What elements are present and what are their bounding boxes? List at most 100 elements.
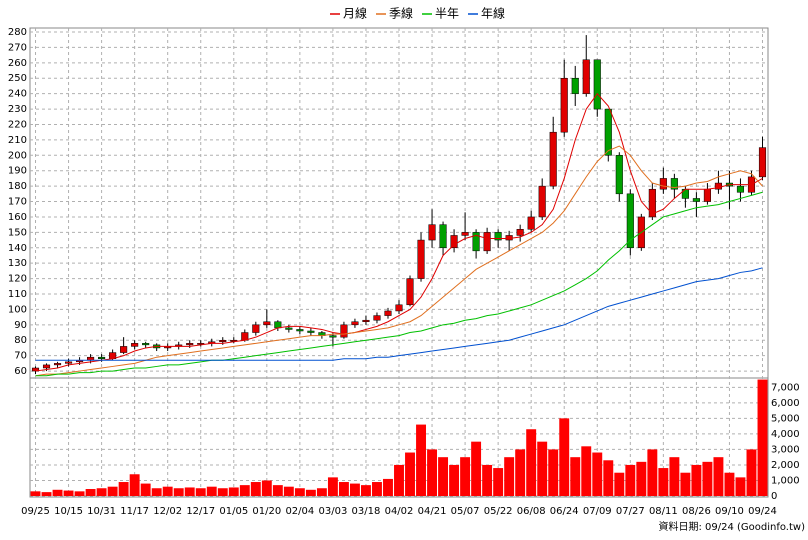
- candle-body: [648, 188, 656, 218]
- legend-label: 季線: [389, 6, 413, 21]
- volume-bar: [625, 464, 636, 496]
- candle-body: [417, 239, 425, 279]
- volume-bar: [360, 485, 371, 496]
- ma-line: [35, 191, 763, 377]
- volume-bar: [129, 474, 140, 496]
- volume-bar: [96, 488, 107, 496]
- y-tick-label: 1,000: [771, 475, 800, 486]
- candle-body: [527, 216, 535, 230]
- candle-body: [582, 59, 590, 94]
- candle-body: [692, 198, 700, 202]
- y-tick-label: 80: [14, 335, 27, 346]
- volume-bar: [515, 449, 526, 496]
- candle-body: [53, 363, 62, 366]
- candle-body: [186, 343, 194, 346]
- y-tick-label: 250: [8, 73, 27, 84]
- candle-body: [626, 193, 634, 249]
- volume-bar: [184, 487, 195, 496]
- volume-bar: [151, 488, 162, 496]
- candle-body: [538, 185, 546, 218]
- volume-bar: [427, 449, 438, 496]
- candle-body: [703, 188, 711, 202]
- y-tick-label: 240: [8, 89, 27, 100]
- y-tick-label: 190: [8, 166, 27, 177]
- legend-label: 月線: [343, 6, 367, 21]
- x-tick-label: 09/10: [715, 506, 744, 517]
- candle-body: [98, 356, 106, 359]
- volume-bar: [482, 464, 493, 496]
- x-tick-label: 12/02: [153, 506, 182, 517]
- volume-bar: [559, 418, 570, 496]
- y-tick-label: 100: [8, 304, 27, 315]
- volume-bar: [338, 482, 349, 496]
- x-tick-label: 08/26: [682, 506, 711, 517]
- volume-bar: [669, 457, 680, 496]
- x-tick-label: 10/15: [54, 506, 83, 517]
- candle-body: [560, 77, 568, 133]
- x-tick-label: 09/25: [21, 506, 50, 517]
- candle-body: [571, 77, 579, 94]
- volume-bar: [173, 488, 184, 496]
- volume-bar: [746, 449, 757, 496]
- candle-body: [736, 185, 745, 193]
- candle-body: [285, 327, 293, 330]
- volume-bar: [691, 464, 702, 496]
- volume-bar: [162, 486, 173, 496]
- candle-body: [516, 229, 524, 236]
- volume-bar: [74, 491, 85, 496]
- y-tick-label: 110: [8, 289, 27, 300]
- volume-bar: [140, 483, 151, 496]
- volume-bar: [228, 487, 239, 496]
- candle-body: [296, 329, 304, 332]
- candle-body: [461, 232, 469, 236]
- volume-bar: [548, 449, 559, 496]
- volume-bar: [85, 489, 96, 496]
- y-tick-label: 230: [8, 104, 27, 115]
- volume-bar: [349, 483, 360, 496]
- candle-body: [472, 232, 480, 252]
- candle-body: [42, 364, 51, 369]
- x-tick-label: 09/24: [748, 506, 777, 517]
- y-tick-label: 2,000: [771, 460, 800, 471]
- candle-body: [483, 232, 491, 252]
- candle-body: [351, 321, 359, 326]
- x-tick-label: 01/20: [252, 506, 281, 517]
- y-tick-label: 3,000: [771, 444, 800, 455]
- candle-body: [120, 346, 128, 353]
- volume-bar: [206, 486, 217, 496]
- volume-bar: [614, 472, 625, 496]
- y-tick-label: 160: [8, 212, 27, 223]
- ma-line: [35, 145, 763, 377]
- legend-label: 年線: [481, 6, 505, 21]
- candle-body: [439, 224, 447, 249]
- volume-bar: [217, 488, 228, 496]
- candle-body: [615, 155, 623, 195]
- volume-bar: [195, 488, 206, 496]
- candle-body: [340, 324, 348, 338]
- candle-body: [758, 147, 767, 178]
- volume-bar: [658, 468, 669, 496]
- candle-body: [395, 304, 403, 312]
- volume-bar: [372, 482, 382, 496]
- candle-body: [230, 339, 238, 342]
- x-tick-label: 11/17: [120, 506, 149, 517]
- volume-bar: [250, 482, 261, 496]
- volume-bar: [118, 482, 129, 496]
- y-tick-label: 270: [8, 42, 27, 53]
- volume-bar: [702, 461, 713, 496]
- volume-bar: [603, 460, 614, 496]
- candle-body: [714, 182, 722, 190]
- volume-bar: [504, 457, 515, 496]
- volume-bar: [283, 486, 294, 496]
- y-tick-label: 260: [8, 58, 27, 69]
- volume-bar: [305, 489, 316, 496]
- volume-bar: [261, 480, 272, 496]
- candle-body: [428, 224, 436, 241]
- y-tick-label: 0: [771, 491, 777, 502]
- y-tick-label: 170: [8, 197, 27, 208]
- x-tick-label: 08/11: [649, 506, 678, 517]
- x-tick-label: 02/04: [285, 506, 314, 517]
- x-tick-label: 04/02: [385, 506, 414, 517]
- x-tick-label: 03/18: [352, 506, 381, 517]
